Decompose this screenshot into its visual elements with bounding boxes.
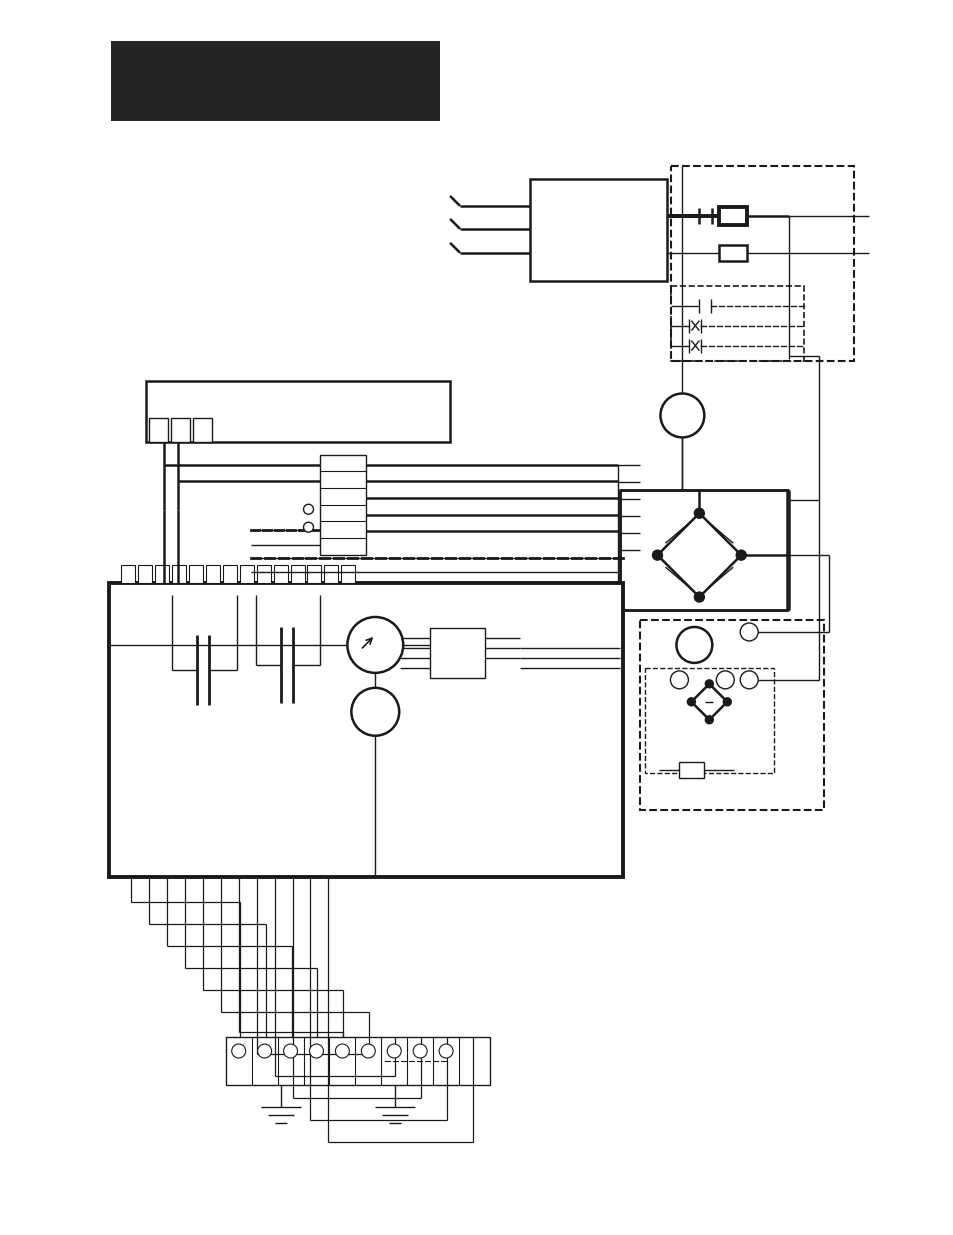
Bar xyxy=(109,583,622,877)
Bar xyxy=(121,566,135,583)
Bar xyxy=(154,566,169,583)
Bar xyxy=(291,566,304,583)
Bar xyxy=(644,668,773,773)
Bar xyxy=(679,762,703,778)
Circle shape xyxy=(335,1044,349,1058)
Circle shape xyxy=(347,618,403,673)
Bar xyxy=(239,566,253,583)
Circle shape xyxy=(652,550,661,561)
Bar xyxy=(671,165,853,361)
Circle shape xyxy=(694,509,703,519)
Bar xyxy=(719,207,746,225)
Bar xyxy=(639,620,823,810)
Bar xyxy=(341,566,355,583)
Circle shape xyxy=(303,522,314,532)
Circle shape xyxy=(736,550,745,561)
Bar xyxy=(274,566,287,583)
Bar xyxy=(256,566,271,583)
Circle shape xyxy=(438,1044,453,1058)
Bar xyxy=(719,245,746,261)
Bar xyxy=(111,41,439,121)
Circle shape xyxy=(716,671,734,689)
Circle shape xyxy=(740,671,758,689)
Circle shape xyxy=(659,394,703,437)
Circle shape xyxy=(361,1044,375,1058)
Bar xyxy=(171,419,190,442)
Bar xyxy=(146,380,450,442)
Bar xyxy=(189,566,203,583)
Circle shape xyxy=(740,622,758,641)
Circle shape xyxy=(687,698,695,705)
Bar xyxy=(172,566,186,583)
Bar xyxy=(430,627,484,678)
Bar xyxy=(529,179,667,280)
Bar xyxy=(671,285,803,361)
Circle shape xyxy=(283,1044,297,1058)
Bar xyxy=(226,1037,490,1084)
Bar xyxy=(193,419,212,442)
Circle shape xyxy=(694,592,703,601)
Bar xyxy=(618,490,786,610)
Circle shape xyxy=(257,1044,272,1058)
Circle shape xyxy=(351,688,398,736)
Bar xyxy=(222,566,236,583)
Circle shape xyxy=(413,1044,427,1058)
Bar xyxy=(138,566,152,583)
Circle shape xyxy=(704,679,713,688)
Circle shape xyxy=(309,1044,323,1058)
Bar xyxy=(320,456,366,556)
Circle shape xyxy=(303,504,314,514)
Circle shape xyxy=(232,1044,246,1058)
Bar xyxy=(307,566,321,583)
Bar xyxy=(206,566,219,583)
Bar xyxy=(149,419,168,442)
Circle shape xyxy=(670,671,688,689)
Circle shape xyxy=(387,1044,401,1058)
Bar xyxy=(324,566,338,583)
Circle shape xyxy=(676,627,712,663)
Circle shape xyxy=(704,716,713,724)
Circle shape xyxy=(722,698,731,705)
